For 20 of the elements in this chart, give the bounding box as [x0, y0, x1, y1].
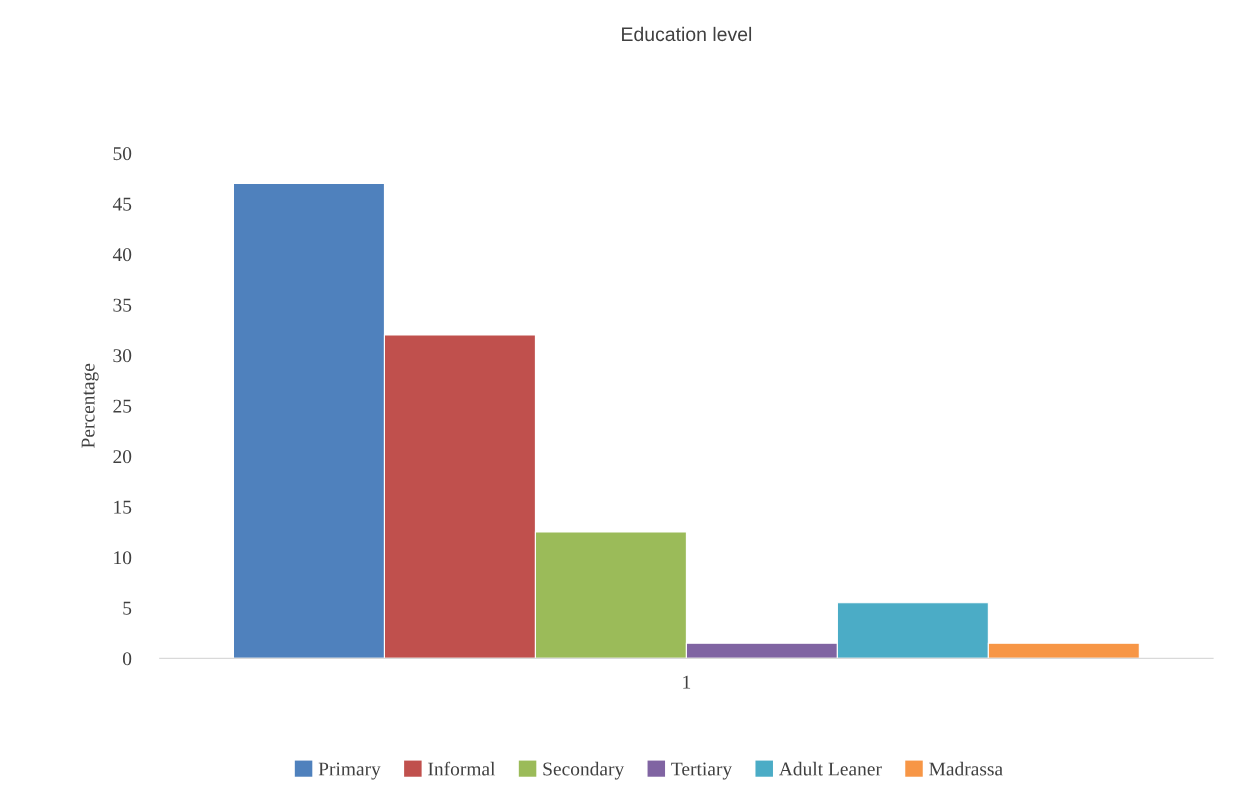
y-tick-label: 30: [113, 349, 132, 363]
y-tick-label: 45: [112, 197, 132, 211]
legend-label: Adult Leaner: [778, 761, 882, 776]
y-tick-label: 25: [113, 399, 132, 413]
y-tick-label: 50: [113, 147, 132, 161]
y-tick-label: 5: [123, 601, 132, 615]
y-tick-label: 10: [114, 551, 132, 565]
x-tick-label: 1: [683, 675, 691, 689]
legend-label: Madrassa: [929, 761, 1003, 776]
y-tick-label: 40: [112, 248, 132, 262]
y-tick-label: 35: [113, 298, 132, 312]
y-tick-label: 0: [122, 652, 132, 666]
legend-label: Informal: [428, 761, 496, 776]
y-tick-label: 15: [114, 500, 132, 514]
legend-label: Primary: [318, 762, 381, 780]
legend-label: Secondary: [543, 761, 625, 780]
chart-title: Education level: [622, 26, 752, 42]
y-tick-label: 20: [113, 450, 132, 464]
legend-label: Tertiary: [671, 762, 733, 780]
y-axis-title: Percentage: [81, 363, 99, 448]
